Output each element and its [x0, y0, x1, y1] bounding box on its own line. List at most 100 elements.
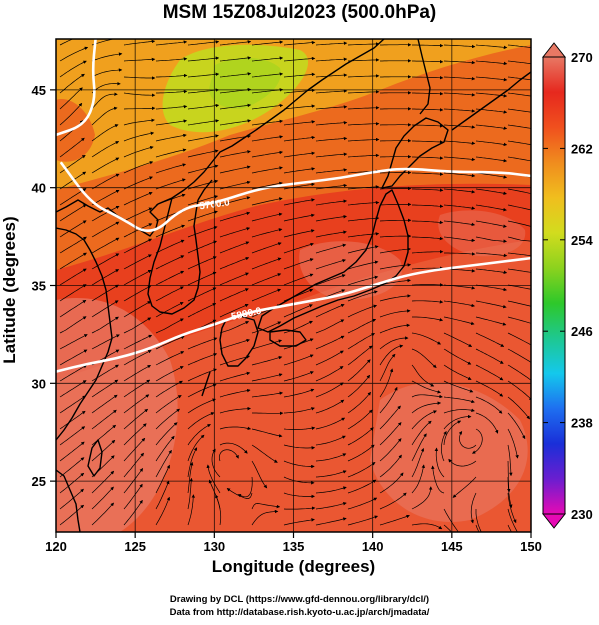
streamline: [347, 216, 380, 222]
streamline: [347, 333, 376, 350]
streamline: [155, 178, 186, 190]
streamline: [251, 166, 283, 174]
streamline: [187, 134, 219, 142]
streamline: [91, 173, 120, 190]
streamline: [219, 165, 251, 174]
streamline: [187, 461, 194, 494]
streamline: [91, 106, 118, 126]
streamline: [507, 60, 531, 65]
streamline: [251, 197, 283, 206]
streamline: [443, 44, 476, 49]
streamline: [251, 321, 282, 334]
streamline: [315, 453, 347, 462]
streamline: [59, 316, 87, 334]
temperature-warm-pool-east: [370, 382, 528, 522]
streamline: [187, 195, 219, 206]
streamline: [59, 504, 85, 526]
streamline: [123, 452, 144, 478]
streamline: [347, 359, 371, 382]
streamline: [411, 283, 444, 287]
streamline: [283, 120, 316, 126]
streamline: [475, 364, 504, 381]
streamline: [187, 287, 217, 302]
colorbar-tick-label: 230: [571, 507, 593, 522]
streamline: [155, 336, 185, 350]
streamline: [283, 476, 315, 485]
streamline: [187, 210, 218, 222]
streamline: [507, 428, 519, 459]
streamline: [155, 104, 188, 110]
streamline: [251, 72, 284, 78]
streamline: [441, 430, 447, 462]
streamline: [379, 454, 402, 478]
streamline: [315, 350, 344, 366]
streamline: [155, 480, 170, 510]
streamline: [187, 40, 220, 46]
temperature-warm-pool-ne: [438, 210, 526, 257]
streamline: [251, 40, 284, 46]
streamline: [507, 284, 531, 290]
coastline-honshu: [257, 189, 409, 333]
streamline: [206, 464, 221, 494]
y-tick-label: 40: [32, 181, 46, 196]
streamline: [315, 259, 346, 270]
streamline: [155, 148, 187, 158]
y-tick-label: 35: [32, 279, 46, 294]
streamline: [251, 119, 284, 126]
streamline: [507, 444, 513, 477]
streamline: [219, 150, 251, 158]
streamline: [443, 396, 475, 404]
contour-label: 5700.0: [199, 197, 231, 212]
streamline: [187, 353, 218, 366]
streamline: [411, 364, 435, 387]
streamline: [379, 202, 412, 207]
streamline: [215, 494, 222, 526]
streamline: [251, 356, 283, 366]
streamline: [123, 106, 156, 111]
streamline: [251, 460, 268, 489]
streamline: [283, 407, 315, 414]
streamline: [155, 239, 185, 254]
streamline: [411, 464, 426, 494]
streamline: [91, 379, 119, 398]
streamline: [283, 304, 313, 318]
streamline: [219, 371, 251, 382]
streamline: [411, 433, 427, 462]
streamline: [434, 447, 445, 478]
streamline: [91, 502, 114, 526]
streamline: [187, 434, 205, 462]
streamline: [123, 161, 154, 174]
streamline: [443, 364, 472, 380]
streamline: [379, 405, 401, 430]
streamline: [507, 508, 518, 532]
streamline: [507, 364, 531, 383]
streamline: [155, 408, 180, 430]
streamline: [283, 506, 316, 510]
streamline: [187, 424, 211, 446]
streamline: [411, 266, 444, 270]
streamline: [475, 236, 507, 243]
streamline: [379, 263, 412, 270]
streamline: [91, 284, 119, 302]
streamline: [219, 355, 251, 366]
streamline: [219, 257, 250, 270]
streamline: [123, 483, 143, 510]
streamline: [507, 524, 512, 532]
streamline: [411, 332, 442, 345]
streamline: [91, 269, 120, 286]
streamline: [379, 186, 412, 191]
credit-data: Data from http://database.rish.kyoto-u.a…: [169, 607, 430, 618]
streamline: [59, 488, 84, 510]
coastline-kurils: [451, 71, 531, 131]
streamline: [443, 300, 475, 308]
streamline: [347, 497, 378, 510]
streamline: [507, 236, 531, 242]
streamline: [187, 225, 218, 238]
streamline: [475, 332, 505, 347]
streamline: [155, 351, 185, 366]
streamline: [123, 334, 153, 350]
coastline-russia: [255, 39, 385, 131]
streamline: [283, 56, 316, 62]
streamline: [347, 153, 380, 158]
